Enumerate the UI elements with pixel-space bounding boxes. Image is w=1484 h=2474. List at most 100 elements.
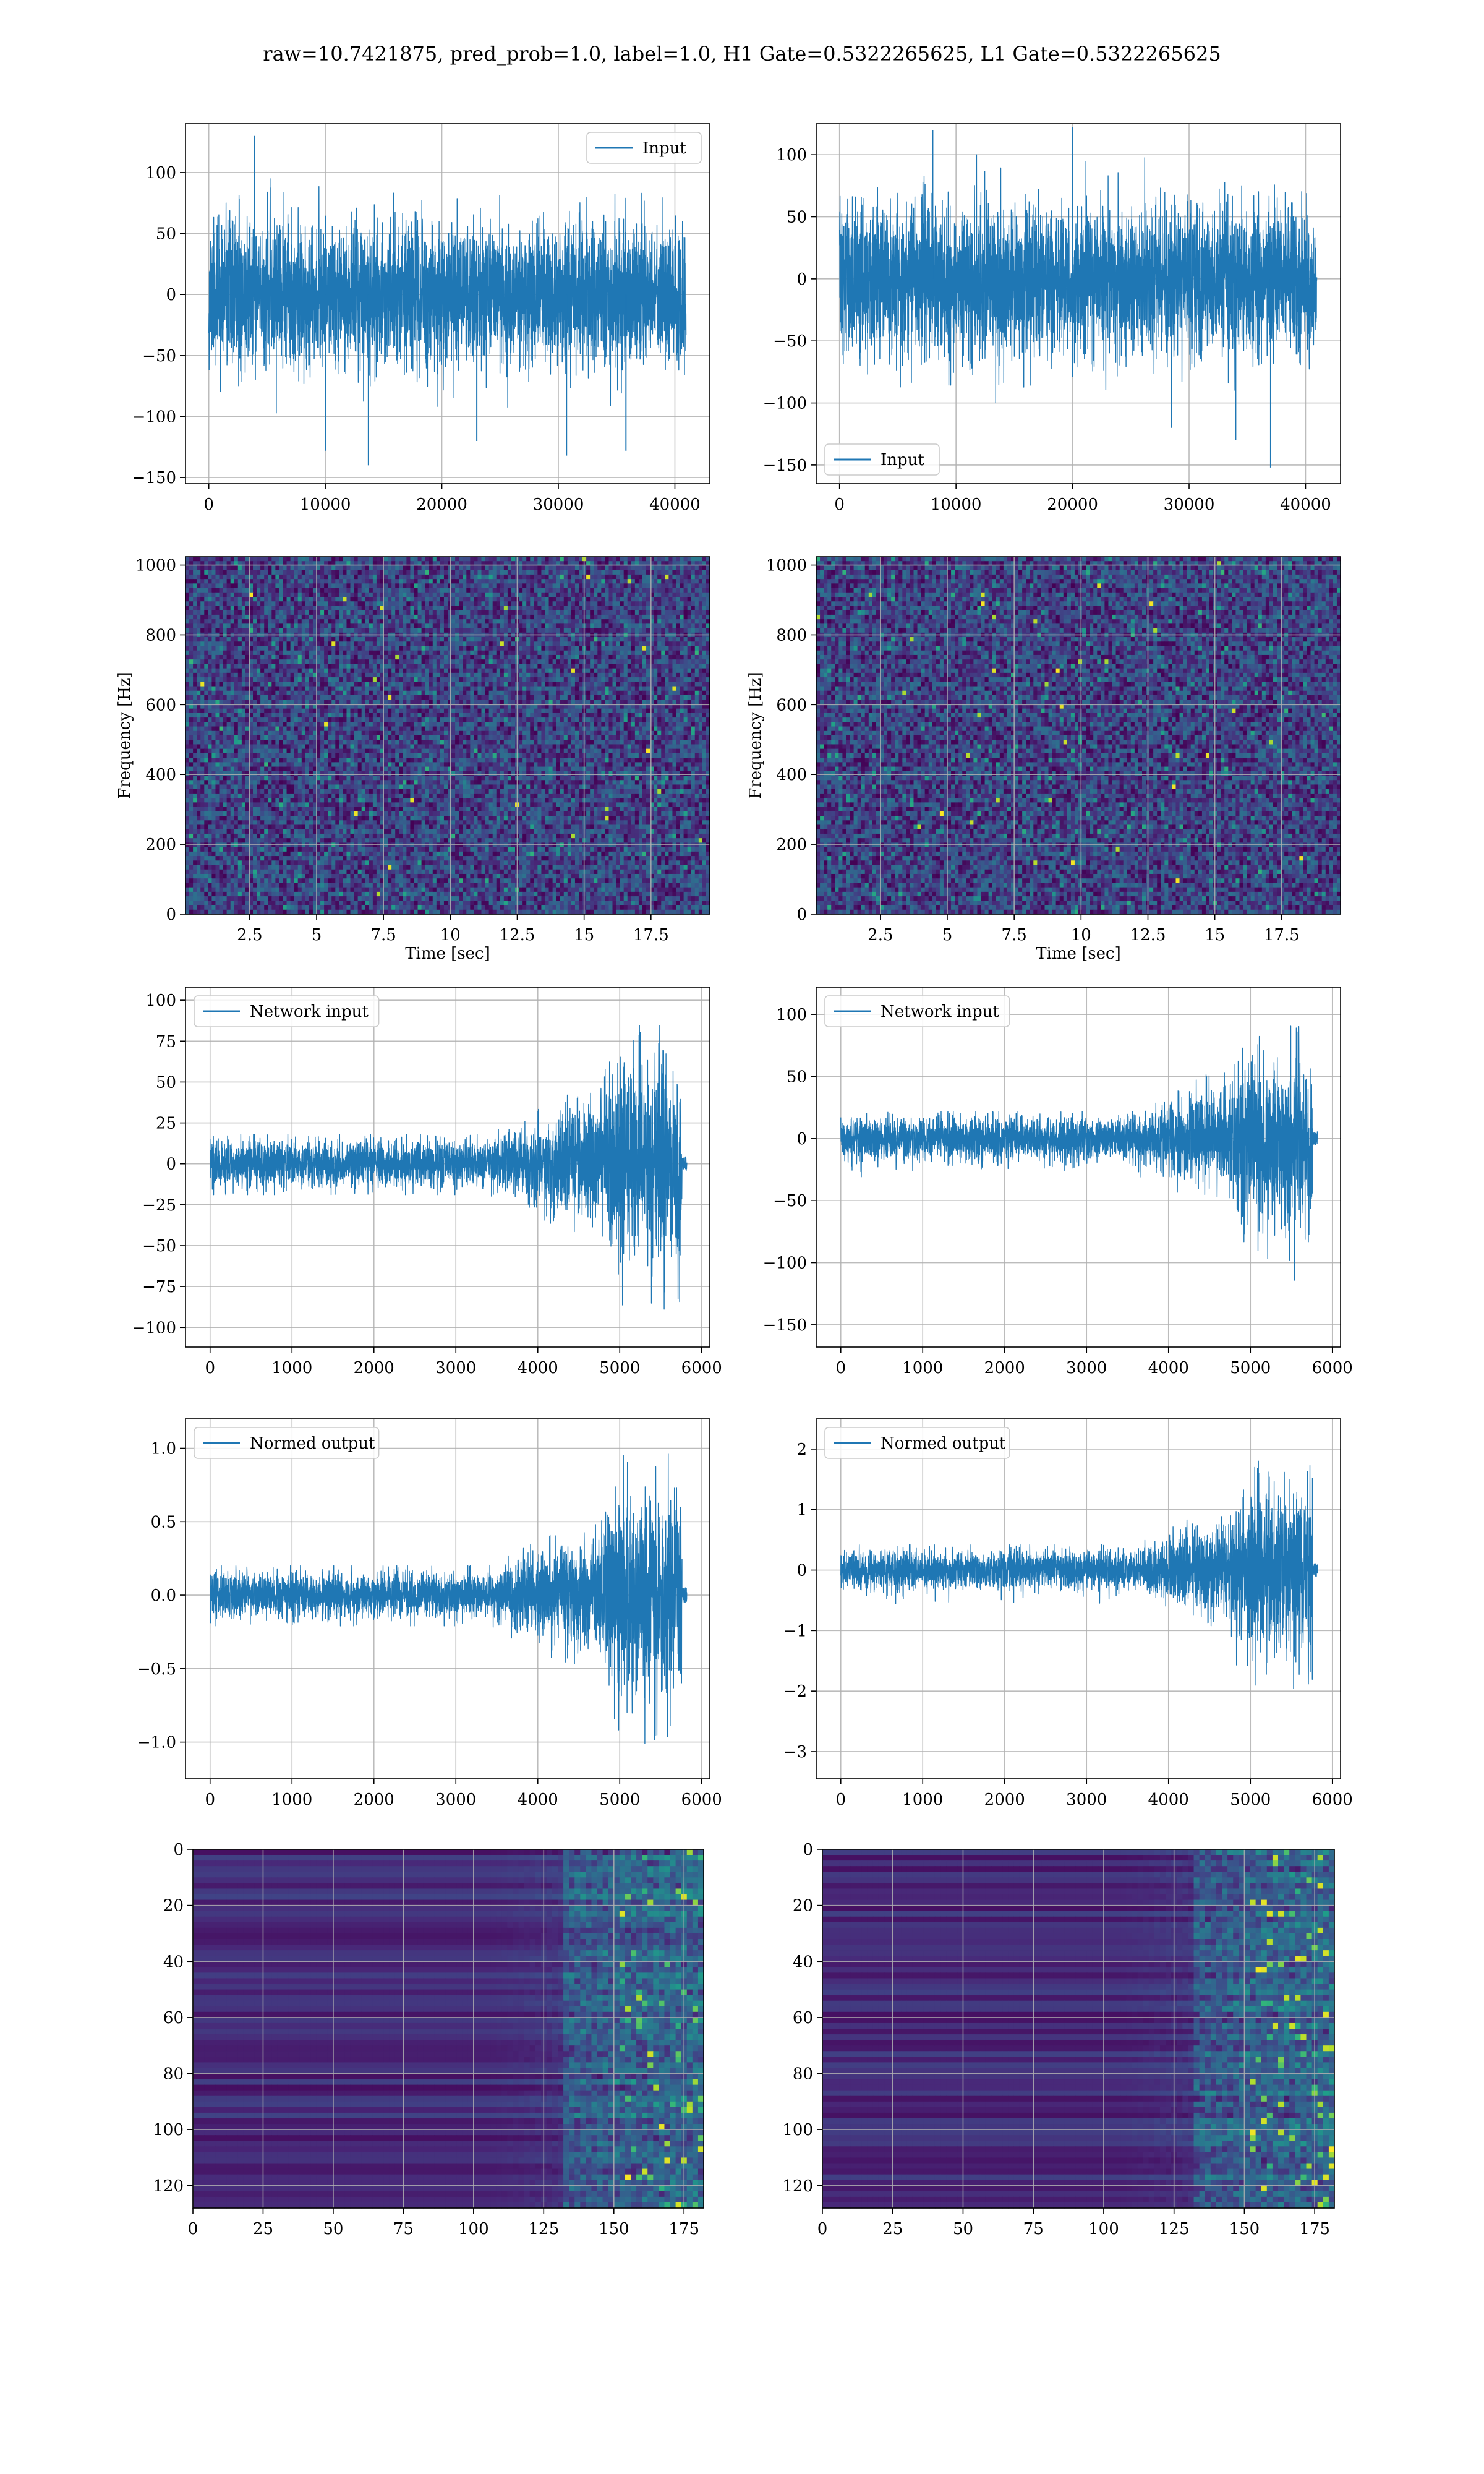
- spectrogram-cell: [526, 570, 531, 575]
- spectrogram-cell: [613, 659, 617, 664]
- spectrogram-cell: [283, 651, 287, 656]
- spectrogram-cell: [579, 615, 583, 620]
- spectrogram-cell: [271, 637, 276, 642]
- spectrogram-cell: [665, 669, 669, 674]
- spectrogram-cell: [343, 677, 347, 682]
- spectrogram-cell: [575, 579, 579, 584]
- spectrogram-cell: [522, 565, 527, 570]
- spectrogram-cell: [406, 570, 411, 575]
- spectrogram-cell: [339, 593, 343, 597]
- spectrogram-cell: [373, 606, 377, 610]
- spectrogram-cell: [437, 606, 441, 610]
- spectrogram-cell: [358, 565, 362, 570]
- spectrogram-cell: [395, 557, 399, 562]
- spectrogram-cell: [459, 615, 463, 620]
- spectrogram-cell: [238, 677, 242, 682]
- spectrogram-cell: [560, 583, 565, 588]
- spectrogram-cell: [470, 655, 474, 660]
- spectrogram-cell: [680, 593, 684, 597]
- spectrogram-cell: [624, 628, 628, 633]
- x-tick-label: 0: [203, 495, 214, 514]
- spectrogram-cell: [676, 655, 680, 660]
- spectrogram-cell: [425, 695, 430, 700]
- spectrogram-cell: [463, 691, 467, 696]
- spectrogram-cell: [688, 593, 692, 597]
- spectrogram-cell: [590, 593, 594, 597]
- spectrogram-cell: [211, 655, 216, 660]
- spectrogram-cell: [668, 601, 673, 606]
- spectrogram-cell: [279, 709, 283, 714]
- spectrogram-cell: [537, 637, 542, 642]
- spectrogram-cell: [455, 575, 459, 580]
- spectrogram-cell: [403, 615, 407, 620]
- spectrogram-cell: [422, 673, 426, 678]
- spectrogram-cell: [189, 637, 194, 642]
- spectrogram-cell: [474, 628, 478, 633]
- legend: Input: [825, 444, 939, 475]
- spectrogram-cell: [223, 597, 228, 602]
- spectrogram-cell: [234, 593, 239, 597]
- spectrogram-cell: [328, 682, 332, 687]
- spectrogram-cell: [362, 695, 366, 700]
- spectrogram-cell: [283, 570, 287, 575]
- x-tick-label: 40000: [1280, 495, 1331, 514]
- spectrogram-cell: [200, 597, 205, 602]
- spectrogram-cell: [279, 557, 283, 562]
- spectrogram-cell: [459, 606, 463, 610]
- spectrogram-cell: [220, 637, 224, 642]
- spectrogram-cell: [451, 646, 456, 651]
- spectrogram-cell: [271, 565, 276, 570]
- spectrogram-cell: [227, 709, 231, 714]
- spectrogram-cell: [504, 628, 508, 633]
- spectrogram-cell: [418, 557, 422, 562]
- spectrogram-cell: [691, 682, 696, 687]
- spectrogram-cell: [556, 593, 561, 597]
- spectrogram-cell: [444, 615, 448, 620]
- spectrogram-cell: [418, 606, 422, 610]
- spectrogram-cell: [328, 565, 332, 570]
- spectrogram-cell: [699, 669, 703, 674]
- spectrogram-cell: [504, 695, 508, 700]
- spectrogram-cell: [365, 637, 370, 642]
- spectrogram-cell: [298, 691, 302, 696]
- spectrogram-cell: [639, 588, 643, 593]
- spectrogram-cell: [511, 615, 516, 620]
- spectrogram-cell: [624, 691, 628, 696]
- spectrogram-cell: [628, 597, 632, 602]
- spectrogram-cell: [586, 709, 591, 714]
- spectrogram-cell: [377, 575, 381, 580]
- spectrogram-cell: [537, 575, 542, 580]
- spectrogram-cell: [204, 615, 208, 620]
- spectrogram-cell: [519, 615, 523, 620]
- spectrogram-cell: [493, 664, 497, 669]
- spectrogram-cell: [320, 664, 325, 669]
- spectrogram-cell: [628, 575, 632, 580]
- spectrogram-cell: [302, 682, 306, 687]
- spectrogram-cell: [410, 606, 414, 610]
- spectrogram-cell: [391, 659, 396, 664]
- spectrogram-cell: [556, 575, 561, 580]
- spectrogram-cell: [264, 619, 268, 624]
- spectrogram-cell: [608, 651, 613, 656]
- spectrogram-cell: [661, 687, 665, 691]
- spectrogram-cell: [631, 709, 636, 714]
- spectrogram-cell: [365, 623, 370, 628]
- spectrogram-cell: [493, 570, 497, 575]
- spectrogram-cell: [699, 610, 703, 615]
- spectrogram-cell: [451, 565, 456, 570]
- spectrogram-cell: [220, 709, 224, 714]
- spectrogram-cell: [444, 682, 448, 687]
- spectrogram-cell: [231, 700, 235, 704]
- spectrogram-cell: [560, 593, 565, 597]
- spectrogram-cell: [691, 579, 696, 584]
- spectrogram-cell: [384, 677, 388, 682]
- spectrogram-cell: [616, 637, 621, 642]
- spectrogram-cell: [294, 593, 299, 597]
- spectrogram-cell: [568, 641, 572, 646]
- spectrogram-cell: [545, 655, 549, 660]
- spectrogram-cell: [346, 623, 351, 628]
- spectrogram-cell: [189, 673, 194, 678]
- spectrogram-cell: [234, 655, 239, 660]
- spectrogram-cell: [200, 687, 205, 691]
- spectrogram-cell: [639, 682, 643, 687]
